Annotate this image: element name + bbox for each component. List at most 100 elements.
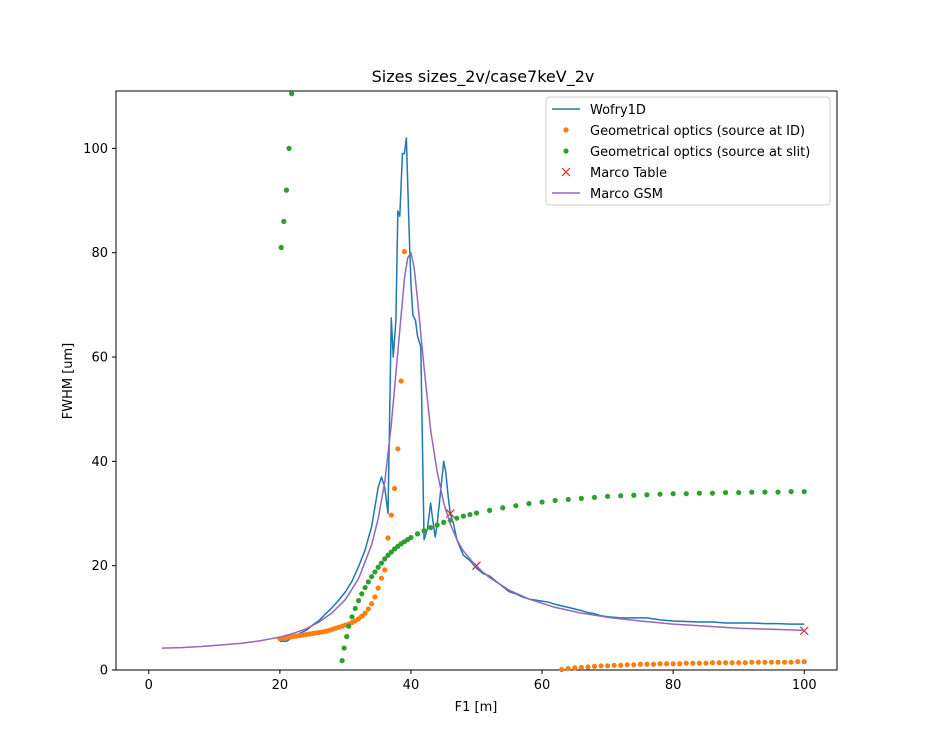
data-point [663,661,670,667]
data-point [644,492,650,498]
x-tick-label: 20 [272,678,289,693]
data-point [788,659,794,665]
data-point [289,91,295,97]
data-point [362,584,368,591]
data-point [565,496,571,503]
y-axis-label: FWHM [um] [61,343,76,420]
data-point [382,556,388,562]
legend-item: Geometrical optics (source at ID) [563,124,805,139]
data-point [657,491,663,497]
data-point [398,378,404,384]
data-point [391,485,398,492]
data-point [441,519,447,525]
data-point [768,659,775,665]
data-point [572,665,578,671]
x-axis: 0 20 40 60 80 100 [145,670,817,693]
legend-swatch-dot [563,148,569,154]
data-point [421,528,427,534]
data-point [749,489,755,495]
data-point [382,567,388,573]
data-point [378,575,385,581]
data-point [408,534,414,541]
series-geometrical-optics-source-at-id [277,249,807,673]
data-point [604,493,611,499]
data-point [434,522,440,528]
data-point [388,549,394,555]
data-point [378,560,385,566]
data-point [677,661,683,667]
data-point [359,591,365,597]
data-point [801,659,807,665]
data-point-x [799,626,809,636]
data-point [369,574,375,580]
legend-label: Geometrical optics (source at slit) [590,145,810,160]
data-point [414,531,421,537]
data-point [401,249,407,255]
data-point [428,525,434,531]
series-marco-gsm [161,251,805,649]
y-tick-label: 80 [91,246,108,261]
data-point [526,501,532,507]
data-point [591,663,598,669]
data-point [388,512,394,518]
data-point [341,645,347,651]
data-point [454,515,460,521]
data-point [281,218,287,225]
data-point [500,505,506,511]
legend-label: Wofry1D [590,103,646,118]
data-point [775,659,781,665]
legend-label: Geometrical optics (source at ID) [590,124,805,139]
y-tick-label: 60 [91,351,108,366]
data-point [359,613,365,619]
axes-frame [115,90,838,671]
y-tick-label: 40 [91,455,108,470]
data-point [598,663,604,669]
data-point [683,660,689,666]
data-point [742,660,748,666]
data-point [650,661,657,667]
data-point [637,661,643,667]
data-point [513,503,519,509]
data-point [644,661,650,667]
data-point [624,662,630,668]
data-point [611,662,617,668]
data-point [559,666,565,673]
legend-item: Marco Table [561,166,667,181]
data-point [487,507,493,513]
data-point [788,489,794,495]
data-point [618,662,624,668]
chart-title: Sizes sizes_2v/case7keV_2v [372,67,595,87]
data-point [385,552,391,558]
data-point [395,446,401,452]
data-point [604,663,611,669]
data-point [736,660,742,666]
data-point [372,594,378,600]
data-point [690,660,696,666]
legend-label: Marco Table [590,166,667,181]
data-point [283,187,290,193]
data-point [352,605,358,612]
data-point [657,661,663,667]
data-point [375,585,381,591]
data-point [696,660,702,666]
data-point [729,660,735,666]
series-layer [161,91,809,673]
data-point [344,634,350,640]
data-point [365,579,371,585]
data-point [473,510,480,516]
series-geometrical-optics-source-at-slit [278,91,807,664]
data-point [755,659,761,665]
data-point [795,659,801,665]
plot-area [115,90,838,671]
x-tick-label: 0 [145,678,153,693]
data-point [716,660,722,666]
data-point [355,598,362,604]
data-point [578,495,584,501]
y-tick-label: 0 [100,664,108,679]
data-point [762,659,768,665]
data-point [346,623,352,629]
data-point [349,614,355,620]
data-point [286,145,292,151]
data-point [709,660,716,666]
